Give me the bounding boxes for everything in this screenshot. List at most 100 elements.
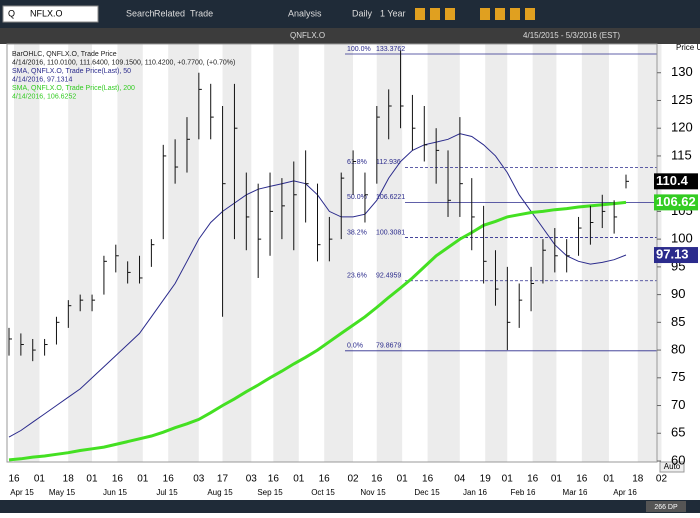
x-tick-label: 01: [34, 474, 46, 485]
x-tick-label: 16: [8, 474, 20, 485]
plot: 100.0% 133.3762 61.8% 112.936 50.0% 106.6221 3…: [8, 46, 657, 462]
fib-value: 100.3081: [376, 229, 405, 236]
x-tick-label: 03: [246, 474, 258, 485]
x-tick-label: 16: [268, 474, 280, 485]
x-tick-label: 19: [480, 474, 492, 485]
stripe: [637, 44, 662, 462]
stripe: [324, 44, 353, 462]
x-tick-label: 01: [551, 474, 563, 485]
legend-entry: SMA, QNFLX.O, Trade Price(Last), 200: [12, 85, 135, 92]
stripe: [427, 44, 460, 462]
fib-pct: 23.6%: [347, 273, 367, 280]
x-tick-label: 18: [63, 474, 75, 485]
fib-pct: 38.2%: [347, 229, 367, 236]
x-tick-label: 16: [422, 474, 434, 485]
x-tick-label: 01: [502, 474, 514, 485]
y-tick-label: 100: [671, 231, 693, 246]
x-month-label: Aug 15: [207, 488, 233, 497]
legend-entry: SMA, QNFLX.O, Trade Price(Last), 50: [12, 68, 131, 75]
range-menu[interactable]: 1 Year: [380, 8, 406, 18]
x-month-label: Feb 16: [511, 488, 536, 497]
fib-value: 106.6221: [376, 194, 405, 201]
x-tick-label: 01: [603, 474, 615, 485]
y-tick-label: 125: [671, 92, 693, 107]
search-prefix: Q: [8, 8, 15, 18]
scale-box[interactable]: [659, 461, 685, 473]
x-month-label: May 15: [49, 488, 76, 497]
scale: Auto: [664, 462, 681, 471]
y-tick-label: 60: [671, 452, 685, 467]
fib-pct: 100.0%: [347, 46, 371, 53]
points: 266 DP: [654, 504, 678, 511]
trade-menu[interactable]: Trade: [190, 8, 213, 18]
x-month-label: Mar 16: [563, 488, 588, 497]
status-bar: [0, 500, 700, 513]
related-menu[interactable]: Related: [154, 8, 185, 18]
x-tick-label: 16: [576, 474, 588, 485]
x-tick-label: 03: [193, 474, 205, 485]
stripe: [68, 44, 92, 462]
stripe: [273, 44, 299, 462]
stripe: [14, 44, 40, 462]
x-month-label: Jan 16: [463, 488, 488, 497]
stripe: [485, 44, 508, 462]
stripe: [376, 44, 403, 462]
symbol-box[interactable]: [2, 5, 99, 23]
y-tick-label: 75: [671, 369, 685, 384]
x-tick-label: 01: [137, 474, 149, 485]
fib-pct: 50.0%: [347, 194, 367, 201]
y-tick-label: 120: [671, 120, 693, 135]
legend-entry: 4/14/2016, 110.0100, 111.6400, 109.1500,…: [12, 59, 235, 66]
x-tick-label: 16: [319, 474, 331, 485]
toolbar: [0, 0, 700, 28]
x-month-label: Oct 15: [311, 488, 335, 497]
x-month-label: Sep 15: [257, 488, 283, 497]
legend-entry: 4/14/2016, 97.1314: [12, 76, 72, 83]
last-value-label: 110.4: [656, 173, 689, 188]
last-value-label: 97.13: [656, 246, 689, 261]
date-range: 4/15/2015 - 5/3/2016 (EST): [523, 31, 620, 40]
x-tick-label: 04: [454, 474, 466, 485]
x-tick-label: 18: [632, 474, 644, 485]
x-month-label: Jul 15: [156, 488, 178, 497]
x-tick-label: 16: [371, 474, 383, 485]
axis-label: Price USD: [676, 43, 700, 52]
y-tick-label: 130: [671, 64, 693, 79]
points-box: [646, 501, 686, 512]
stripe: [117, 44, 143, 462]
chart-title: QNFLX.O: [290, 31, 325, 40]
analysis-menu[interactable]: Analysis: [288, 8, 322, 18]
y-tick-label: 70: [671, 397, 685, 412]
last-value-box: [654, 194, 698, 211]
y-tick-label: 115: [671, 147, 692, 162]
legend-entry: 4/14/2016, 106.6252: [12, 93, 76, 100]
toolbar-icons: [415, 8, 535, 20]
stripe: [581, 44, 609, 462]
symbol: NFLX.O: [30, 8, 63, 18]
x-tick-label: 01: [397, 474, 409, 485]
x-tick-label: 16: [112, 474, 124, 485]
legend-entry: BarOHLC, QNFLX.O, Trade Price: [12, 51, 117, 58]
x-month-label: Jun 15: [103, 488, 128, 497]
fib-value: 79.8679: [376, 343, 401, 350]
sma-line: [8, 200, 627, 462]
interval-menu[interactable]: Daily: [352, 8, 373, 18]
stripe: [168, 44, 199, 462]
fib-value: 92.4959: [376, 273, 401, 280]
last-value-box: [654, 173, 698, 190]
stripes: [14, 44, 662, 462]
x-month-label: Apr 15: [10, 488, 34, 497]
title-bar: [0, 28, 700, 44]
search-button[interactable]: Search: [126, 8, 155, 18]
fib-pct: 61.8%: [347, 159, 367, 166]
x-tick-label: 02: [656, 474, 668, 485]
x-month-label: Nov 15: [360, 488, 386, 497]
fib-value: 133.3762: [376, 46, 405, 53]
fib-pct: 0.0%: [347, 343, 363, 350]
last-value-box: [654, 247, 698, 264]
stripe: [222, 44, 252, 462]
y-tick-label: 90: [671, 286, 685, 301]
x-month-label: Dec 15: [414, 488, 440, 497]
x-month-label: Apr 16: [613, 488, 637, 497]
